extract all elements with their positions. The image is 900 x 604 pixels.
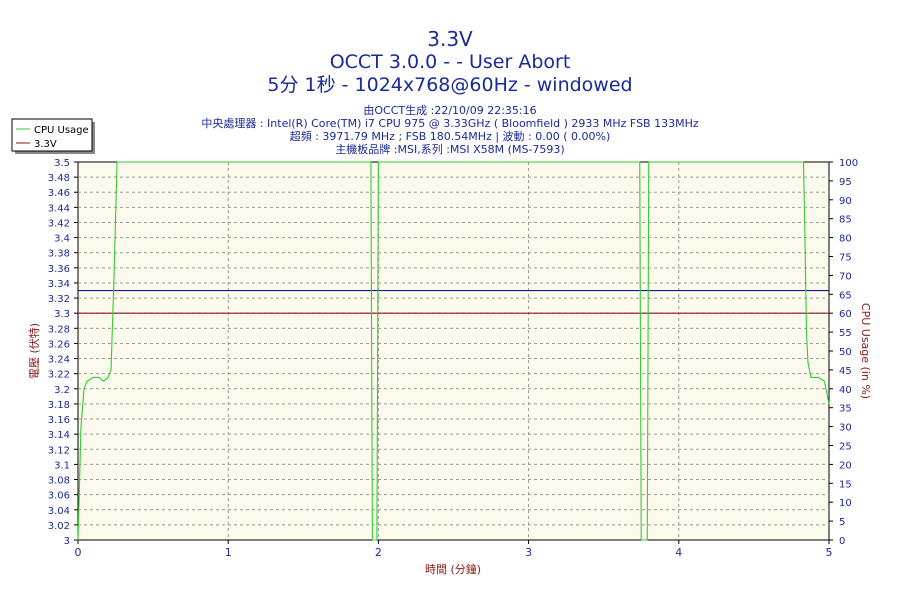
y-tick-label-right: 45 — [839, 366, 852, 377]
legend-label-cpu: CPU Usage — [34, 125, 89, 136]
y-tick-label-right: 60 — [839, 309, 852, 320]
y-tick-label-right: 50 — [839, 347, 852, 358]
y-tick-label-right: 35 — [839, 404, 852, 415]
ticks: 0 1 2 3 4 533.023.043.063.083.13.123.143.163.… — [48, 158, 858, 559]
x-tick-label: 0 — [75, 546, 82, 559]
y-tick-label-right: 85 — [839, 215, 852, 226]
y-tick-label-right: 55 — [839, 328, 852, 339]
y-tick-label-left: 3.1 — [54, 460, 70, 471]
y-tick-label-left: 3.32 — [48, 294, 70, 305]
y-tick-label-right: 65 — [839, 290, 852, 301]
info-line-1: 由OCCT生成 :22/10/09 22:35:16 — [363, 103, 536, 117]
y-tick-label-right: 75 — [839, 253, 852, 264]
legend: CPU Usage 3.3V — [11, 118, 95, 154]
y-tick-label-left: 3.42 — [48, 218, 70, 229]
legend-label-33v: 3.3V — [34, 139, 57, 150]
chart-subtitle-2: 5分 1秒 - 1024x768@60Hz - windowed — [267, 74, 632, 96]
x-tick-label: 5 — [826, 546, 833, 559]
y-tick-label-right: 70 — [839, 271, 852, 282]
x-tick-label: 1 — [225, 546, 232, 559]
y-tick-label-right: 30 — [839, 423, 852, 434]
info-line-2: 中央處理器 : Intel(R) Core(TM) i7 CPU 975 @ 3… — [201, 116, 699, 130]
y-tick-label-right: 95 — [839, 177, 852, 188]
y-tick-label-left: 3.5 — [54, 158, 70, 169]
y-tick-label-right: 100 — [839, 158, 858, 169]
y-tick-label-right: 40 — [839, 385, 852, 396]
y-tick-label-left: 3 — [64, 536, 70, 547]
y-tick-label-left: 3.18 — [48, 400, 70, 411]
y-tick-label-right: 25 — [839, 442, 852, 453]
y-tick-label-left: 3.22 — [48, 370, 70, 381]
y-tick-label-left: 3.12 — [48, 445, 70, 456]
grid — [78, 162, 829, 540]
chart-subtitle-1: OCCT 3.0.0 - - User Abort — [330, 51, 571, 73]
y-tick-label-left: 3.2 — [54, 385, 70, 396]
y-tick-label-left: 3.44 — [48, 203, 70, 214]
y-tick-label-right: 10 — [839, 498, 852, 509]
y-tick-label-left: 3.36 — [48, 264, 70, 275]
y-tick-label-right: 5 — [839, 517, 845, 528]
y-tick-label-right: 90 — [839, 196, 852, 207]
y-tick-label-left: 3.28 — [48, 324, 70, 335]
plot-area — [77, 161, 830, 541]
y-tick-label-left: 3.3 — [54, 309, 70, 320]
y-tick-label-left: 3.48 — [48, 173, 70, 184]
y-tick-label-left: 3.06 — [48, 491, 70, 502]
y-tick-label-right: 20 — [839, 460, 852, 471]
y-tick-label-left: 3.46 — [48, 188, 70, 199]
y-tick-label-left: 3.04 — [48, 506, 70, 517]
y-tick-label-left: 3.38 — [48, 249, 70, 260]
y-tick-label-left: 3.14 — [48, 430, 70, 441]
x-axis-label: 時間 (分鐘) — [425, 562, 481, 576]
info-line-3: 超頻 : 3971.79 MHz ; FSB 180.54MHz | 波動 : … — [290, 129, 611, 143]
x-tick-label: 3 — [525, 546, 532, 559]
y-tick-label-left: 3.34 — [48, 279, 70, 290]
info-line-4: 主機板品牌 :MSI,系列 :MSI X58M (MS-7593) — [335, 142, 564, 156]
y-tick-label-right: 0 — [839, 536, 845, 547]
y-tick-label-left: 3.26 — [48, 339, 70, 350]
y-axis-label-left: 電壓 (伏特) — [27, 323, 41, 379]
y-tick-label-left: 3.4 — [54, 234, 70, 245]
y-tick-label-left: 3.16 — [48, 415, 70, 426]
y-tick-label-right: 15 — [839, 479, 852, 490]
chart-title: 3.3V — [427, 27, 473, 51]
series — [77, 161, 830, 541]
series-line-0 — [77, 161, 830, 541]
y-axis-label-right: CPU Usage (in %) — [859, 303, 872, 399]
x-tick-label: 4 — [675, 546, 682, 559]
y-tick-label-right: 80 — [839, 234, 852, 245]
x-tick-label: 2 — [375, 546, 382, 559]
y-tick-label-left: 3.02 — [48, 521, 70, 532]
y-tick-label-left: 3.24 — [48, 355, 70, 366]
y-tick-label-left: 3.08 — [48, 476, 70, 487]
